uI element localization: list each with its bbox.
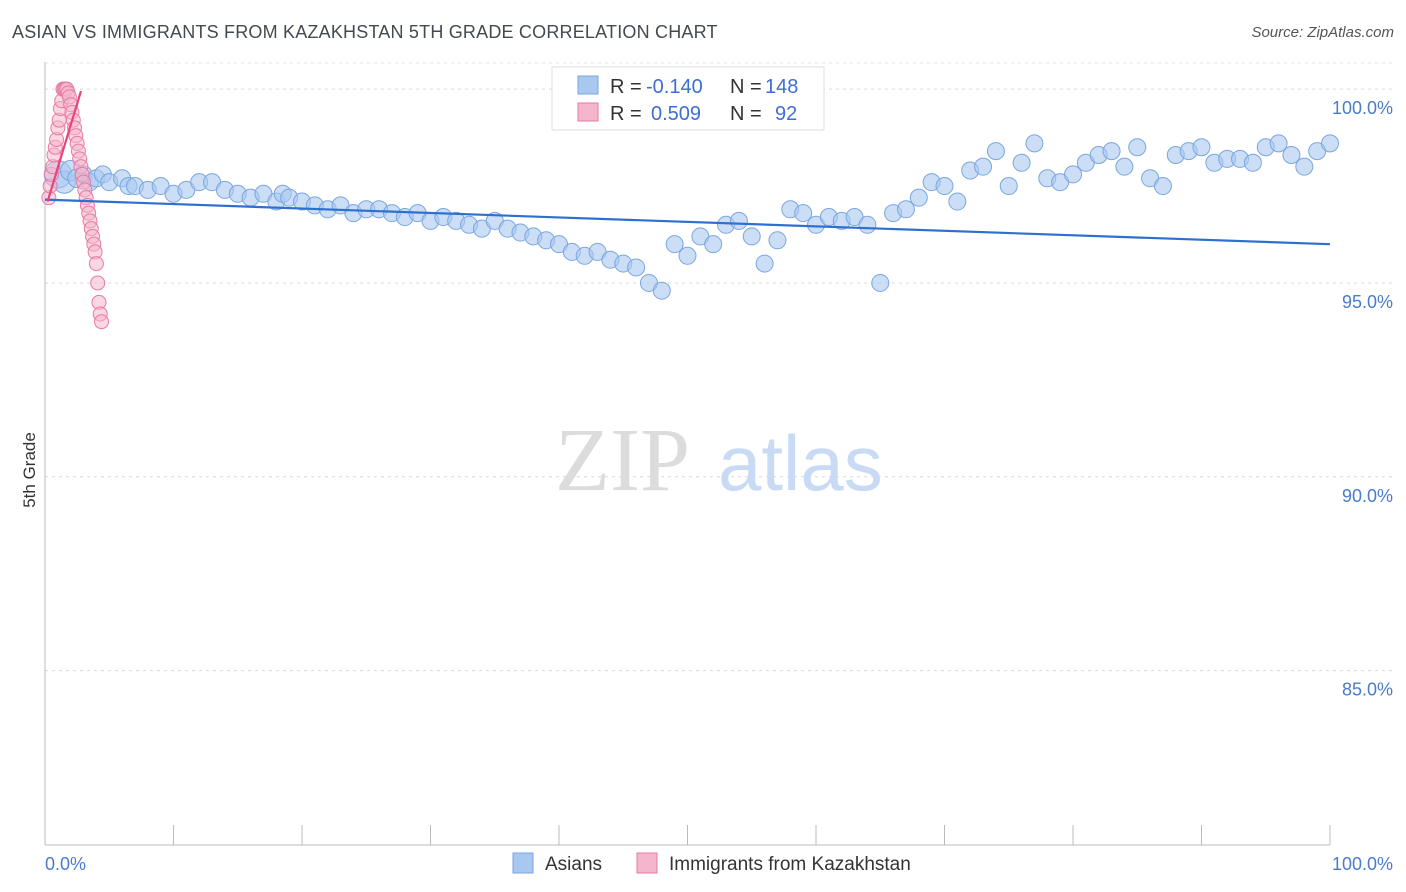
point (896, 200, 915, 219)
legend-label-asians: Asians (545, 854, 602, 875)
point (768, 231, 787, 250)
point (742, 227, 761, 246)
point (794, 204, 813, 223)
legend-swatch-kazakhstan (636, 852, 658, 874)
stats-n-label-asians: N = (730, 76, 762, 98)
point (1128, 138, 1147, 157)
point (1269, 134, 1288, 153)
y-tick-label-1: 95.0% (1342, 292, 1393, 312)
legend-label-kazakhstan: Immigrants from Kazakhstan (669, 854, 911, 875)
chart-title: ASIAN VS IMMIGRANTS FROM KAZAKHSTAN 5TH … (12, 22, 718, 42)
x-tick-label-0: 0.0% (45, 854, 86, 874)
point (858, 215, 877, 234)
point (986, 142, 1005, 161)
point (1321, 134, 1339, 153)
point (1282, 146, 1301, 165)
point (652, 281, 671, 300)
series-kazakhstan (41, 81, 110, 330)
legend-swatch-asians (512, 852, 534, 874)
trend-line-asians (44, 198, 1331, 246)
watermark-zip: ZIP (555, 411, 690, 510)
point (665, 235, 684, 254)
point (1012, 153, 1031, 172)
y-axis-title: 5th Grade (20, 432, 39, 508)
point (704, 235, 723, 254)
point (1102, 142, 1121, 161)
stats-r-label-asians: R = (610, 76, 642, 98)
series-asians (43, 134, 1339, 300)
stats-n-value-asians: 148 (765, 76, 798, 98)
point (1243, 153, 1262, 172)
point (88, 256, 104, 272)
stats-swatch-kazakhstan (577, 102, 599, 122)
y-tick-label-0: 100.0% (1332, 98, 1393, 118)
legend: Asians Immigrants from Kazakhstan (512, 852, 911, 875)
x-tick-label-1: 100.0% (1332, 854, 1393, 874)
point (1064, 165, 1082, 184)
stats-r-label-kazakhstan: R = (610, 103, 642, 125)
point (1153, 177, 1172, 196)
stats-r-value-kazakhstan: 0.509 (651, 103, 701, 125)
stats-n-label-kazakhstan: N = (730, 103, 762, 125)
point (935, 177, 954, 196)
source-label: Source: ZipAtlas.com (1251, 24, 1394, 41)
trend-layer (44, 90, 1331, 246)
point (90, 275, 106, 291)
series-layer (41, 81, 1339, 330)
point (1115, 157, 1134, 176)
point (94, 314, 110, 330)
point (1295, 157, 1314, 176)
point (948, 192, 967, 211)
point (755, 254, 774, 273)
axes: 100.0% 95.0% 90.0% 85.0% 0.0% 100.0% (44, 62, 1393, 874)
watermark-atlas: atlas (718, 419, 883, 507)
point (1025, 134, 1044, 153)
point (974, 157, 993, 176)
point (678, 246, 697, 265)
stats-n-value-kazakhstan: 92 (775, 103, 797, 125)
stats-box: R = -0.140 N = 148 R = 0.509 N = 92 (551, 66, 825, 131)
point (871, 273, 890, 292)
trend-line-kazakhstan (46, 90, 83, 202)
stats-swatch-asians (577, 75, 599, 95)
y-tick-label-3: 85.0% (1342, 680, 1393, 700)
point (1192, 138, 1211, 157)
point (909, 188, 928, 207)
point (999, 177, 1018, 196)
point (627, 258, 646, 277)
y-tick-label-2: 90.0% (1342, 486, 1393, 506)
point (729, 211, 748, 230)
stats-r-value-asians: -0.140 (646, 76, 703, 98)
watermark: ZIP atlas (555, 411, 883, 510)
